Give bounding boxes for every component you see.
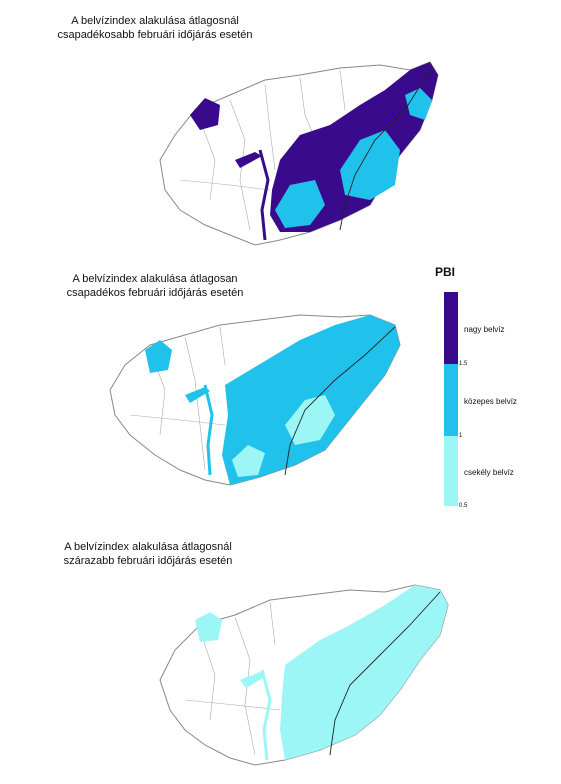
legend-swatch-high [444, 292, 458, 364]
tisza-river [339, 69, 431, 231]
legend-tick-1-5: 1.5 [459, 361, 468, 367]
legend-title: PBI [435, 265, 456, 279]
map-1-title-line1: A belvízindex alakulása átlagosnál [71, 15, 239, 27]
tisza-river [284, 326, 396, 476]
map-2-title-line1: A belvízindex alakulása átlagosan [72, 273, 238, 285]
tisza-river [329, 591, 441, 756]
legend: PBI nagy belvíz közepes belvíz csekély b… [430, 265, 550, 515]
map-average [109, 314, 401, 486]
map-1-title: A belvízindex alakulása átlagosnál csapa… [55, 14, 255, 42]
danube-river [203, 384, 214, 476]
balaton-lake [185, 387, 210, 403]
legend-swatch-low [444, 436, 458, 506]
danube-river [260, 669, 272, 761]
legend-tick-0-5: 0.5 [459, 503, 468, 509]
map-3-title-line2: szárazabb februári időjárás esetén [63, 555, 233, 567]
danube-river [258, 149, 270, 241]
map-1-title-line2: csapadékosabb februári időjárás esetén [57, 29, 253, 41]
region-low-south [232, 445, 265, 477]
map-wet [159, 61, 439, 246]
region-mid-west [145, 340, 172, 373]
legend-swatch-medium [444, 364, 458, 436]
legend-tick-1: 1 [459, 433, 463, 439]
region-mid-central [340, 130, 400, 200]
map-3-title-line1: A belvízindex alakulása átlagosnál [64, 541, 232, 553]
legend-label-low: csekély belvíz [464, 468, 514, 477]
map-dry [159, 584, 449, 766]
region-low-west [195, 612, 222, 642]
region-low-central [285, 395, 335, 445]
map-2-title: A belvízindex alakulása átlagosan csapad… [40, 272, 270, 300]
region-high-west [190, 98, 220, 130]
map-3-title: A belvízindex alakulása átlagosnál szára… [48, 540, 248, 568]
balaton-lake [235, 152, 262, 168]
map-2-title-line2: csapadékos februári időjárás esetén [66, 287, 244, 299]
region-mid-ne [405, 88, 432, 120]
balaton-lake [240, 672, 266, 688]
legend-label-medium: közepes belvíz [464, 397, 517, 406]
legend-label-high: nagy belvíz [464, 325, 505, 334]
region-mid-south [275, 180, 325, 228]
